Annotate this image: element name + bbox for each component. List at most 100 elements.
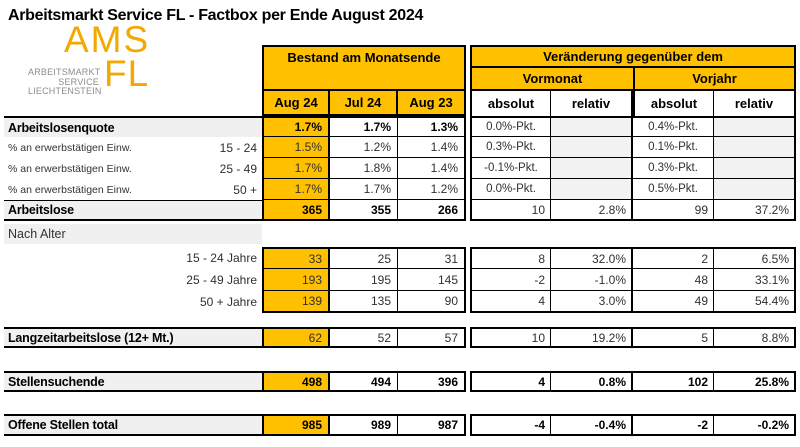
cell-jul24: 195 xyxy=(330,269,398,291)
cell-aug23: 396 xyxy=(398,371,466,392)
cell-vormonat-relativ: 2.8% xyxy=(551,200,633,221)
row-label: Arbeitslose xyxy=(8,203,74,217)
cell-vorjahr-absolut: 0.3%-Pkt. xyxy=(633,158,714,179)
header-bestand: Bestand am Monatsende xyxy=(262,45,466,91)
logo-org-line: SERVICE xyxy=(58,76,99,87)
cell-vormonat-relativ xyxy=(551,137,633,158)
cell-aug24: 33 xyxy=(262,247,330,269)
cell-jul24: 494 xyxy=(330,371,398,392)
cell-aug23: 57 xyxy=(398,327,466,348)
logo-org-line: LIECHTENSTEIN xyxy=(28,86,102,97)
cell-jul24: 25 xyxy=(330,247,398,269)
logo-suffix: FL xyxy=(104,53,150,94)
row-label: 50 + Jahre xyxy=(199,295,257,309)
cell-vormonat-relativ: 3.0% xyxy=(551,291,633,313)
table-row-langzeitarbeitslose: Langzeitarbeitslose (12+ Mt.) 62 52 57 1… xyxy=(4,327,796,348)
cell-vorjahr-relativ xyxy=(714,116,796,137)
cell-vormonat-relativ: -0.4% xyxy=(551,414,633,436)
row-label-cell: Arbeitslosenquote xyxy=(4,116,262,137)
cell-vorjahr-relativ: -0.2% xyxy=(714,414,796,436)
cell-vormonat-absolut: 10 xyxy=(470,200,551,221)
row-label: Stellensuchende xyxy=(8,374,105,389)
cell-aug23: 987 xyxy=(398,414,466,436)
cell-vormonat-absolut: 4 xyxy=(470,371,551,392)
table-row-stellensuchende: Stellensuchende 498 494 396 4 0.8% 102 2… xyxy=(4,371,796,392)
header-veraenderung: Veränderung gegenüber dem xyxy=(470,45,796,68)
cell-vorjahr-relativ: 37.2% xyxy=(714,200,796,221)
cell-vormonat-relativ: -1.0% xyxy=(551,269,633,291)
table-row-15-24-jahre: 15 - 24 Jahre 33 25 31 8 32.0% 2 6.5% xyxy=(4,247,796,269)
cell-aug23: 31 xyxy=(398,247,466,269)
cell-vorjahr-relativ xyxy=(714,158,796,179)
header-measure-row: absolut relativ absolut relativ xyxy=(470,91,796,116)
cell-jul24: 1.7% xyxy=(330,179,398,200)
cell-aug24: 498 xyxy=(262,371,330,392)
cell-aug24: 1.7% xyxy=(262,116,330,137)
row-range: 50 + xyxy=(233,182,257,197)
cell-aug23: 145 xyxy=(398,269,466,291)
row-label-cell: 15 - 24 Jahre xyxy=(4,247,262,269)
row-range: 15 - 24 xyxy=(219,140,257,155)
row-label-cell: 25 - 49 Jahre xyxy=(4,269,262,291)
section-label-nach-alter: Nach Alter xyxy=(4,224,262,244)
cell-aug24: 1.7% xyxy=(262,179,330,200)
header-vorjahr-absolut: absolut xyxy=(633,91,714,116)
row-label: 15 - 24 Jahre xyxy=(186,251,257,265)
cell-aug23: 90 xyxy=(398,291,466,313)
cell-vormonat-relativ: 32.0% xyxy=(551,247,633,269)
cell-vorjahr-absolut: 48 xyxy=(633,269,714,291)
cell-aug23: 1.4% xyxy=(398,158,466,179)
cell-vormonat-relativ: 0.8% xyxy=(551,371,633,392)
cell-aug24: 365 xyxy=(262,200,330,221)
cell-jul24: 1.2% xyxy=(330,137,398,158)
cell-jul24: 1.7% xyxy=(330,116,398,137)
cell-aug23: 266 xyxy=(398,200,466,221)
row-label: % an erwerbstätigen Einw. xyxy=(8,162,132,175)
page-title: Arbeitsmarkt Service FL - Factbox per En… xyxy=(8,7,424,24)
cell-aug24: 193 xyxy=(262,269,330,291)
ams-fl-logo: AMS ARBEITSMARKT SERVICE LIECHTENSTEIN F… xyxy=(28,21,208,111)
logo-acronym: AMS xyxy=(64,19,151,60)
row-range: 25 - 49 xyxy=(219,161,257,176)
row-label-cell: Arbeitslose xyxy=(4,200,262,221)
cell-vorjahr-absolut: 49 xyxy=(633,291,714,313)
header-month-row: Aug 24 Jul 24 Aug 23 xyxy=(262,91,466,116)
cell-vormonat-absolut: 4 xyxy=(470,291,551,313)
row-label: % an erwerbstätigen Einw. xyxy=(8,141,132,154)
cell-aug23: 1.4% xyxy=(398,137,466,158)
table-row-quote-50plus: % an erwerbstätigen Einw. 50 + 1.7% 1.7%… xyxy=(4,179,796,200)
cell-jul24: 135 xyxy=(330,291,398,313)
cell-aug23: 1.2% xyxy=(398,179,466,200)
cell-vormonat-relativ xyxy=(551,158,633,179)
table-row-arbeitslosenquote: Arbeitslosenquote 1.7% 1.7% 1.3% 0.0%-Pk… xyxy=(4,116,796,137)
table-row-25-49-jahre: 25 - 49 Jahre 193 195 145 -2 -1.0% 48 33… xyxy=(4,269,796,291)
cell-aug24: 139 xyxy=(262,291,330,313)
row-label: 25 - 49 Jahre xyxy=(186,273,257,287)
header-vorjahr: Vorjahr xyxy=(633,68,796,91)
row-label: % an erwerbstätigen Einw. xyxy=(8,183,132,196)
cell-vormonat-absolut: 0.0%-Pkt. xyxy=(470,179,551,200)
cell-jul24: 355 xyxy=(330,200,398,221)
logo-org-line: ARBEITSMARKT xyxy=(28,67,101,77)
cell-vorjahr-relativ: 54.4% xyxy=(714,291,796,313)
table-row-arbeitslose: Arbeitslose 365 355 266 10 2.8% 99 37.2% xyxy=(4,200,796,221)
cell-vorjahr-relativ: 8.8% xyxy=(714,327,796,348)
header-vormonat-relativ: relativ xyxy=(551,91,633,116)
row-label-cell: Stellensuchende xyxy=(4,371,262,392)
table-row-quote-25-49: % an erwerbstätigen Einw. 25 - 49 1.7% 1… xyxy=(4,158,796,179)
cell-vormonat-relativ xyxy=(551,116,633,137)
header-month-jul24: Jul 24 xyxy=(330,91,398,116)
cell-vorjahr-relativ: 25.8% xyxy=(714,371,796,392)
cell-aug24: 985 xyxy=(262,414,330,436)
cell-vormonat-absolut: 0.3%-Pkt. xyxy=(470,137,551,158)
cell-jul24: 1.8% xyxy=(330,158,398,179)
cell-vorjahr-relativ xyxy=(714,179,796,200)
table-row-quote-15-24: % an erwerbstätigen Einw. 15 - 24 1.5% 1… xyxy=(4,137,796,158)
logo-org-name: ARBEITSMARKT SERVICE LIECHTENSTEIN xyxy=(28,67,102,97)
cell-aug23: 1.3% xyxy=(398,116,466,137)
header-month-aug24: Aug 24 xyxy=(262,91,330,116)
row-label: Offene Stellen total xyxy=(8,418,118,432)
cell-vormonat-absolut: 8 xyxy=(470,247,551,269)
row-label-cell: % an erwerbstätigen Einw. 50 + xyxy=(4,179,262,200)
